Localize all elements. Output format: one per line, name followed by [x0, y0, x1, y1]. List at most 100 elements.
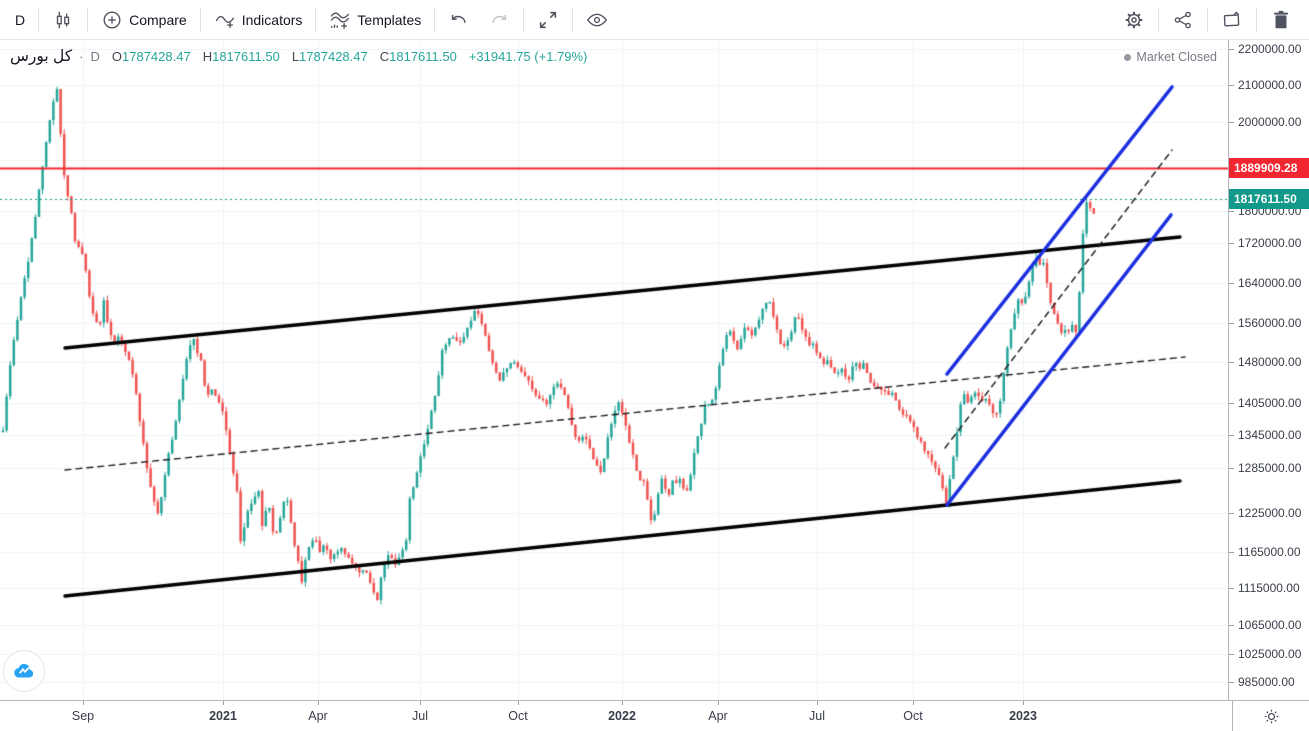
compare-label: Compare [129, 11, 187, 28]
sun-icon [1264, 709, 1279, 724]
snapshot-icon [1223, 11, 1240, 26]
interval-label: D [15, 11, 26, 28]
ohlc-open: O1787428.47 [111, 49, 191, 64]
trash-icon [1274, 10, 1288, 28]
price-tick: 1115000.00 [1229, 580, 1309, 596]
time-tick-mark [223, 701, 224, 705]
time-tick-mark [83, 701, 84, 705]
price-tick: 1165000.00 [1229, 544, 1309, 560]
fullscreen-button[interactable] [528, 5, 568, 35]
time-tick-mark [913, 701, 914, 705]
share-button[interactable] [1163, 5, 1203, 35]
toolbar-right-group [1114, 0, 1309, 39]
price-tick: 1065000.00 [1229, 617, 1309, 633]
time-tick-mark [622, 701, 623, 705]
axis-settings-corner[interactable] [1232, 701, 1309, 731]
price-axis[interactable]: 2200000.00 2100000.00 2000000.00 1800000.00… [1228, 39, 1309, 700]
ohlc-close: C1817611.50 [379, 49, 457, 64]
time-tick: Oct [508, 709, 528, 723]
undo-icon [452, 14, 466, 23]
time-tick-mark [420, 701, 421, 705]
compare-plus-icon [103, 11, 121, 28]
symbol-name[interactable]: كل بورس [10, 48, 73, 65]
templates-button[interactable]: Templates [320, 5, 430, 35]
platform-logo-button[interactable] [3, 650, 45, 692]
fullscreen-icon [540, 11, 557, 28]
time-tick: Oct [903, 709, 923, 723]
templates-icon [331, 11, 350, 29]
time-tick: Jul [412, 709, 428, 723]
snapshot-button[interactable] [1212, 5, 1252, 35]
separator [1256, 7, 1257, 32]
market-status-dot-icon [1124, 53, 1132, 61]
time-tick: Jul [809, 709, 825, 723]
settings-button[interactable] [1114, 5, 1154, 35]
eye-icon [587, 13, 608, 26]
price-tick: 1025000.00 [1229, 646, 1309, 662]
undo-button[interactable] [439, 5, 479, 35]
separator [315, 7, 317, 32]
redo-icon [492, 14, 507, 23]
separator [87, 7, 89, 32]
separator [38, 7, 40, 32]
change-value: +31941.75 (+1.79%) [468, 49, 588, 64]
compare-button[interactable]: Compare [92, 5, 196, 35]
time-tick-mark [718, 701, 719, 705]
time-tick: 2021 [209, 709, 237, 723]
separator [434, 7, 436, 32]
separator [199, 7, 201, 32]
time-tick-mark [518, 701, 519, 705]
market-status: Market Closed [1124, 50, 1217, 64]
chart-style-button[interactable] [43, 5, 83, 35]
interval-button[interactable]: D [6, 5, 34, 35]
delete-button[interactable] [1261, 5, 1301, 35]
alert-price-badge: 1889909.28 [1229, 158, 1309, 178]
price-tick: 2100000.00 [1229, 77, 1309, 93]
price-tick: 1225000.00 [1229, 505, 1309, 521]
indicators-icon [215, 15, 234, 28]
indicators-button[interactable]: Indicators [205, 5, 312, 35]
price-tick: 1720000.00 [1229, 235, 1309, 251]
separator [572, 7, 574, 32]
price-tick: 1640000.00 [1229, 275, 1309, 291]
time-tick-mark [318, 701, 319, 705]
ohlc-high: H1817611.50 [202, 49, 280, 64]
redo-button[interactable] [479, 5, 519, 35]
price-tick: 985000.00 [1229, 674, 1309, 690]
price-tick: 1345000.00 [1229, 427, 1309, 443]
indicators-label: Indicators [241, 11, 303, 28]
toolbar-left-group: D Compare In [0, 0, 617, 39]
candlestick-chart[interactable] [0, 0, 1228, 700]
price-tick: 2200000.00 [1229, 41, 1309, 57]
share-icon [1174, 11, 1191, 28]
candlestick-style-icon [56, 11, 70, 28]
time-tick: 2022 [608, 709, 636, 723]
templates-label: Templates [357, 11, 422, 28]
time-tick: 2023 [1009, 709, 1037, 723]
market-status-label: Market Closed [1136, 50, 1217, 64]
time-tick-mark [817, 701, 818, 705]
hide-drawings-button[interactable] [577, 5, 617, 35]
time-axis[interactable]: Sep 2021 Apr Jul Oct 2022 Apr Jul Oct 2023 [0, 700, 1309, 731]
gear-icon [1125, 11, 1143, 28]
last-price-badge: 1817611.50 [1229, 189, 1309, 209]
legend-separator-dot: · [79, 49, 84, 64]
time-tick: Apr [708, 709, 728, 723]
time-tick: Sep [71, 709, 95, 723]
top-toolbar: D Compare In [0, 0, 1309, 40]
separator [1158, 7, 1159, 32]
symbol-legend: كل بورس · D O1787428.47 H1817611.50 L178… [10, 47, 587, 66]
price-tick: 1480000.00 [1229, 354, 1309, 370]
separator [523, 7, 525, 32]
time-tick: Apr [308, 709, 328, 723]
price-tick: 1285000.00 [1229, 460, 1309, 476]
legend-interval: D [90, 49, 100, 64]
price-tick: 1405000.00 [1229, 395, 1309, 411]
separator [1207, 7, 1208, 32]
ohlc-low: L1787428.47 [291, 49, 368, 64]
cloud-chart-logo-icon [14, 663, 34, 678]
time-tick-mark [1023, 701, 1024, 705]
price-tick: 2000000.00 [1229, 114, 1309, 130]
price-tick: 1560000.00 [1229, 315, 1309, 331]
